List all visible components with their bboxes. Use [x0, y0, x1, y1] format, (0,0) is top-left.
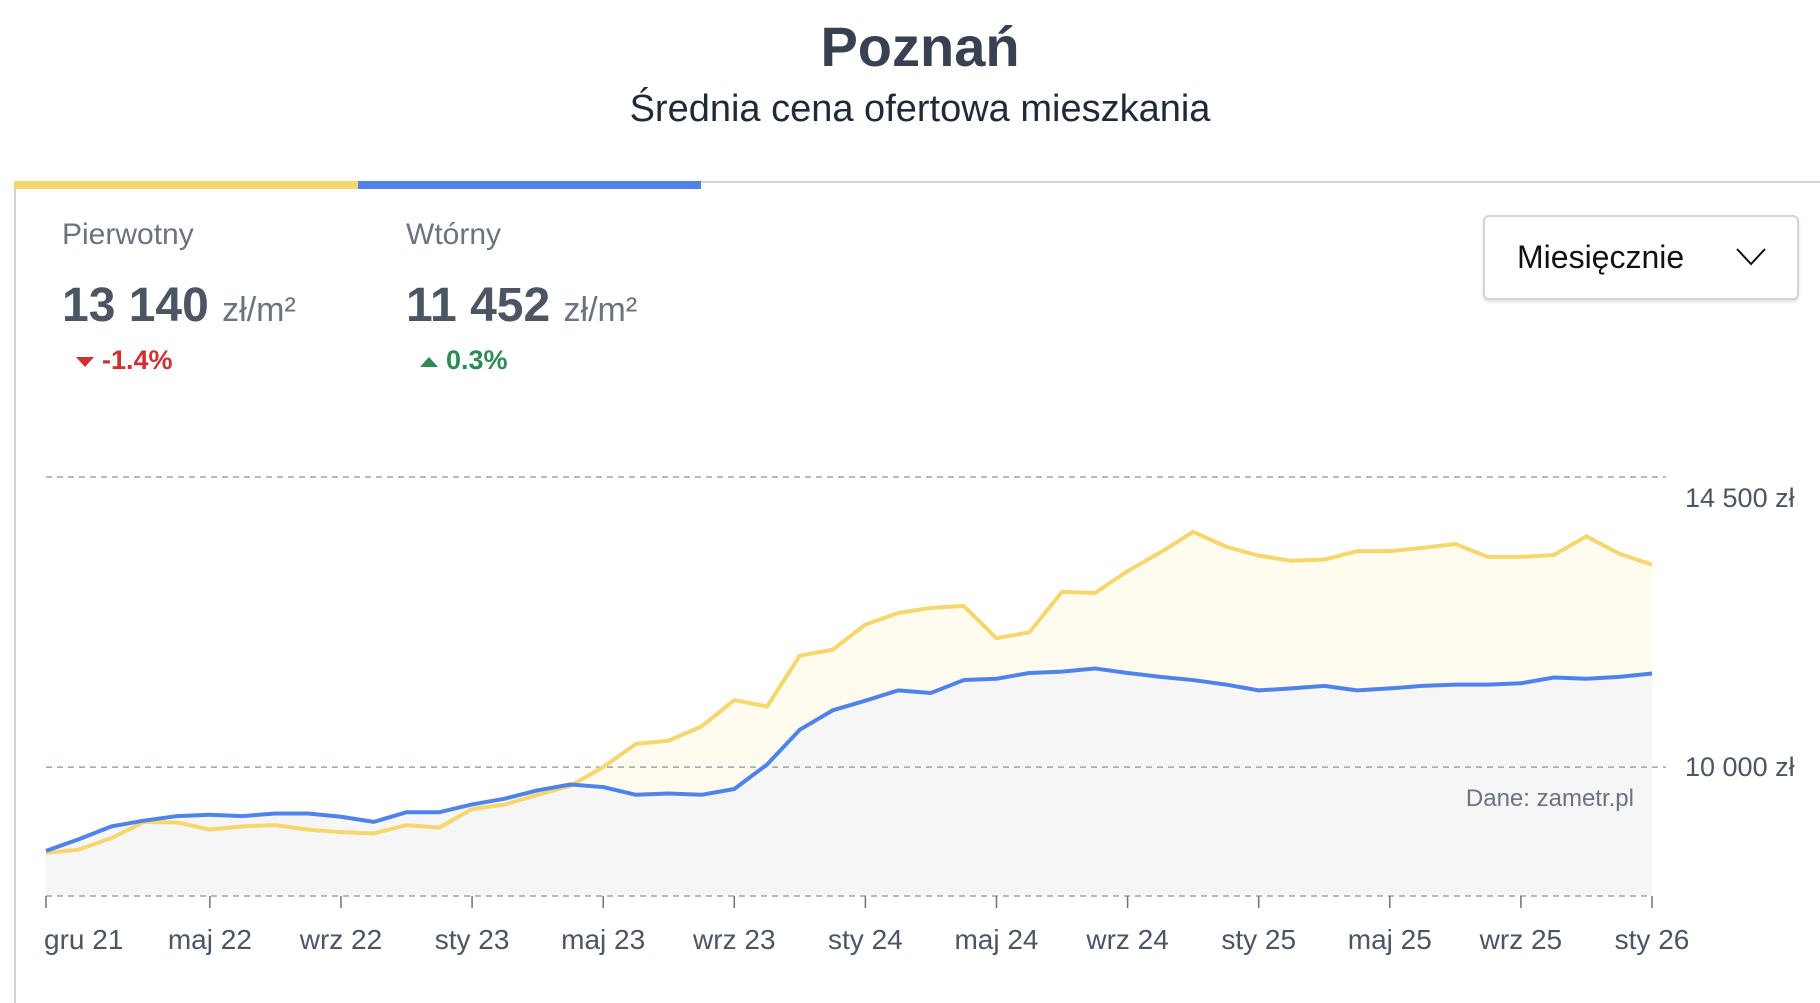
chevron-down-icon	[1736, 248, 1766, 266]
y-tick-label: 10 000 zł	[1685, 752, 1795, 782]
x-tick-label: maj 25	[1348, 924, 1432, 955]
series-line-wtórny	[45, 666, 1653, 853]
dropdown-value: Miesięcznie	[1517, 239, 1685, 275]
stat-change: 0.3%	[446, 345, 508, 375]
tab-indicator-wtorny[interactable]	[358, 181, 701, 189]
stat-value: 11 452	[406, 279, 551, 332]
stat-label: Wtórny	[406, 218, 502, 251]
price-chart: 14 500 zł 10 000 zł gru 21 maj 22 wrz 22 sty …	[44, 476, 1795, 955]
series-line-pierwotny	[45, 529, 1653, 855]
source-annotation: Dane: zametr.pl	[1466, 785, 1634, 812]
x-tick-label: sty 24	[828, 924, 903, 955]
stat-label: Pierwotny	[62, 218, 194, 251]
x-tick-label: maj 23	[561, 924, 645, 955]
x-tick-label: maj 24	[954, 924, 1038, 955]
area-1	[46, 668, 1652, 896]
x-tick-label: gru 21	[44, 924, 123, 955]
x-tick-label: sty 26	[1615, 924, 1690, 955]
page-title: Poznań	[820, 15, 1020, 78]
stat-unit: zł/m²	[222, 291, 296, 329]
stat-pierwotny[interactable]: Pierwotny 13 140 zł/m² -1.4%	[62, 218, 296, 376]
triangle-down-icon	[76, 356, 94, 367]
x-tick-label: sty 23	[435, 924, 510, 955]
interval-dropdown[interactable]: Miesięcznie	[1483, 215, 1799, 300]
page-subtitle: Średnia cena ofertowa mieszkania	[629, 88, 1211, 130]
x-tick-label: wrz 22	[299, 924, 382, 955]
x-tick-label: wrz 25	[1479, 924, 1562, 955]
x-tick-label: wrz 23	[692, 924, 775, 955]
x-tick-label: sty 25	[1221, 924, 1296, 955]
stat-wtorny[interactable]: Wtórny 11 452 zł/m² 0.3%	[406, 218, 637, 376]
stat-unit: zł/m²	[563, 291, 638, 329]
chart-card	[14, 181, 1820, 1003]
x-tick-label: maj 22	[168, 924, 252, 955]
tab-indicator-pierwotny[interactable]	[14, 181, 358, 189]
y-tick-label: 14 500 zł	[1685, 483, 1795, 513]
stat-value: 13 140	[62, 279, 209, 332]
stat-change: -1.4%	[102, 345, 173, 375]
x-tick-label: wrz 24	[1085, 924, 1168, 955]
triangle-up-icon	[420, 356, 438, 367]
